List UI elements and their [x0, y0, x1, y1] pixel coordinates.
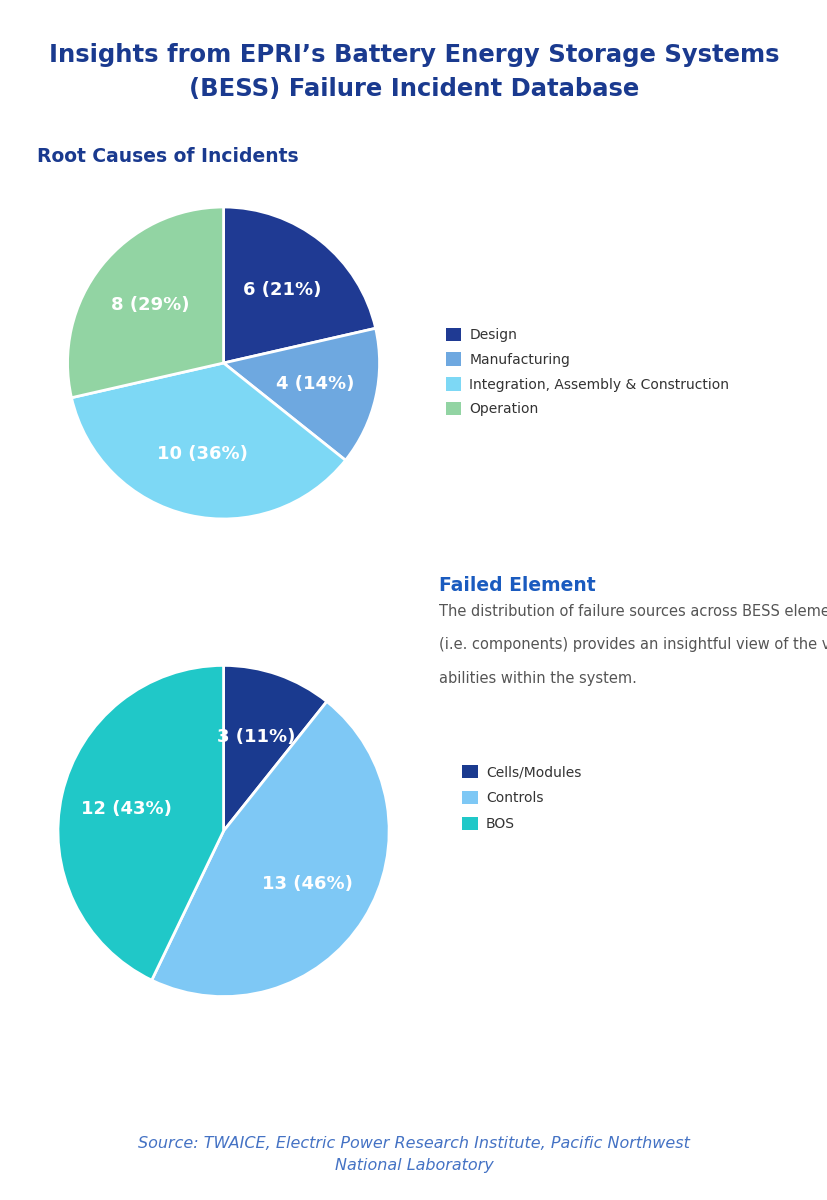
- Text: Source: TWAICE, Electric Power Research Institute, Pacific Northwest
National La: Source: TWAICE, Electric Power Research …: [138, 1135, 689, 1174]
- Wedge shape: [71, 362, 345, 518]
- Legend: Design, Manufacturing, Integration, Assembly & Construction, Operation: Design, Manufacturing, Integration, Asse…: [445, 328, 729, 416]
- Text: (i.e. components) provides an insightful view of the vulner-: (i.e. components) provides an insightful…: [438, 637, 827, 653]
- Text: 13 (46%): 13 (46%): [262, 875, 352, 893]
- Wedge shape: [223, 665, 327, 830]
- Text: 10 (36%): 10 (36%): [157, 445, 248, 463]
- Text: 6 (21%): 6 (21%): [242, 281, 321, 299]
- Wedge shape: [58, 665, 223, 980]
- Wedge shape: [151, 702, 389, 996]
- Text: Failed Element: Failed Element: [438, 576, 595, 595]
- Text: Root Causes of Incidents: Root Causes of Incidents: [37, 146, 299, 166]
- Text: abilities within the system.: abilities within the system.: [438, 671, 636, 686]
- Wedge shape: [223, 206, 375, 362]
- Text: 3 (11%): 3 (11%): [217, 728, 295, 746]
- Wedge shape: [68, 206, 223, 397]
- Text: 4 (14%): 4 (14%): [275, 374, 354, 392]
- Wedge shape: [223, 329, 379, 461]
- Text: Insights from EPRI’s Battery Energy Storage Systems
(BESS) Failure Incident Data: Insights from EPRI’s Battery Energy Stor…: [49, 43, 778, 101]
- Text: The distribution of failure sources across BESS elements: The distribution of failure sources acro…: [438, 604, 827, 619]
- Legend: Cells/Modules, Controls, BOS: Cells/Modules, Controls, BOS: [461, 764, 581, 832]
- Text: 8 (29%): 8 (29%): [111, 295, 189, 313]
- Text: 12 (43%): 12 (43%): [81, 800, 172, 818]
